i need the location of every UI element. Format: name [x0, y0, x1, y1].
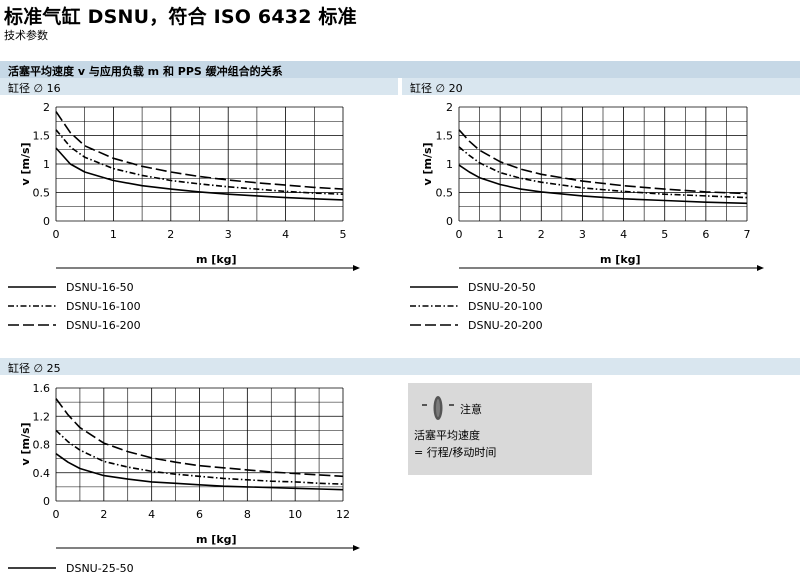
- chart1-legend-label-2: DSNU-20-100: [468, 300, 543, 313]
- info-eye-icon: [422, 396, 454, 420]
- chart2-series-line-1: [55, 453, 344, 491]
- chart2-series-line-3: [55, 398, 344, 478]
- chart0-legend-label-3: DSNU-16-200: [66, 319, 141, 332]
- chart0-y-tick-label: 0.5: [33, 187, 51, 200]
- chart2-x-axis-arrowhead: [353, 545, 360, 551]
- chart1-x-tick-label: 3: [579, 228, 586, 241]
- chart0-legend-label-2: DSNU-16-100: [66, 300, 141, 313]
- section-header: 活塞平均速度 v 与应用负载 m 和 PPS 缓冲组合的关系: [0, 60, 800, 78]
- chart1-legend-label-1: DSNU-20-50: [468, 281, 536, 294]
- chart2-y-axis-label: v [m/s]: [19, 422, 32, 465]
- chart2-x-tick-label: 0: [53, 508, 60, 521]
- bore-header-25: 缸径 ∅ 25: [0, 358, 800, 375]
- note-line-1: 活塞平均速度: [414, 429, 480, 442]
- chart0-y-tick-label: 1: [43, 158, 50, 171]
- bore-label-20: 缸径 ∅ 20: [410, 82, 463, 95]
- chart0-y-tick-label: 0: [43, 215, 50, 228]
- chart0-x-tick-label: 5: [340, 228, 347, 241]
- bore-label-16: 缸径 ∅ 16: [8, 82, 61, 95]
- chart2-y-tick-label: 0.8: [33, 439, 51, 452]
- chart0-legend-label-1: DSNU-16-50: [66, 281, 134, 294]
- chart1-y-axis-label: v [m/s]: [421, 142, 434, 185]
- chart1-x-tick-label: 7: [744, 228, 751, 241]
- chart1-series-line-1: [458, 164, 748, 205]
- chart2-x-tick-label: 4: [148, 508, 155, 521]
- chart0-x-tick-label: 3: [225, 228, 232, 241]
- bore-header-20: 缸径 ∅ 20: [402, 78, 800, 95]
- chart1-x-tick-label: 6: [702, 228, 709, 241]
- chart1-y-tick-label: 1: [446, 158, 453, 171]
- chart2-x-axis-label: m [kg]: [196, 533, 237, 546]
- page-title: 标准气缸 DSNU，符合 ISO 6432 标准: [4, 6, 357, 28]
- chart2-y-tick-label: 1.6: [33, 382, 51, 395]
- chart1-x-axis-label: m [kg]: [600, 253, 641, 266]
- chart2-legend-label-1: DSNU-25-50: [66, 562, 134, 575]
- page-subtitle: 技术参数: [4, 29, 48, 42]
- chart0-series-line-1: [55, 147, 344, 201]
- chart2-x-tick-label: 2: [100, 508, 107, 521]
- note-heading: 注意: [460, 403, 482, 416]
- chart-dsnu-20: 0 1 2 3 4 5 6 7 0 0.5 1 1.5 2 m [kg] v [m/s] DSNU-20-50…: [410, 101, 764, 332]
- section-title: 活塞平均速度 v 与应用负载 m 和 PPS 缓冲组合的关系: [8, 65, 283, 78]
- chart2-x-tick-label: 10: [288, 508, 302, 521]
- chart2-series-line-2: [55, 429, 344, 485]
- chart-dsnu-16: 0 1 2 3 4 5 0 0.5 1 1.5 2 m [kg] v [m/s] DSNU-16-50 DS…: [8, 101, 360, 332]
- chart0-x-axis-arrowhead: [353, 265, 360, 271]
- note-box: 注意 活塞平均速度 = 行程/移动时间: [408, 383, 592, 475]
- chart2-x-tick-label: 12: [336, 508, 350, 521]
- chart1-series-line-2: [458, 146, 748, 199]
- chart0-x-tick-label: 0: [53, 228, 60, 241]
- chart2-x-tick-label: 6: [196, 508, 203, 521]
- note-line-2: = 行程/移动时间: [414, 446, 497, 459]
- chart0-series-line-3: [55, 111, 344, 190]
- chart2-y-tick-label: 0: [43, 495, 50, 508]
- chart0-x-tick-label: 2: [167, 228, 174, 241]
- chart-dsnu-25: 0 2 4 6 8 10 12 0 0.4 0.8 1.2 1.6 m [kg] v [m/s] DSNU-…: [8, 382, 360, 575]
- chart1-x-tick-label: 0: [456, 228, 463, 241]
- chart1-x-axis-arrowhead: [757, 265, 764, 271]
- chart1-x-tick-label: 1: [497, 228, 504, 241]
- chart0-y-tick-label: 2: [43, 101, 50, 114]
- chart1-y-tick-label: 1.5: [436, 130, 454, 143]
- chart1-x-tick-label: 2: [538, 228, 545, 241]
- chart1-series-line-3: [458, 129, 748, 195]
- chart0-y-axis-label: v [m/s]: [19, 142, 32, 185]
- chart1-legend-label-3: DSNU-20-200: [468, 319, 543, 332]
- chart1-y-tick-label: 2: [446, 101, 453, 114]
- chart2-x-tick-label: 8: [244, 508, 251, 521]
- chart0-x-tick-label: 4: [282, 228, 289, 241]
- chart0-y-tick-label: 1.5: [33, 130, 51, 143]
- chart1-y-tick-label: 0.5: [436, 187, 454, 200]
- chart0-x-axis-label: m [kg]: [196, 253, 237, 266]
- bore-label-25: 缸径 ∅ 25: [8, 362, 61, 375]
- chart1-x-tick-label: 5: [661, 228, 668, 241]
- chart1-y-tick-label: 0: [446, 215, 453, 228]
- bore-header-16: 缸径 ∅ 16: [0, 78, 398, 95]
- chart2-y-tick-label: 1.2: [33, 410, 51, 423]
- chart1-x-tick-label: 4: [620, 228, 627, 241]
- chart0-x-tick-label: 1: [110, 228, 117, 241]
- chart2-y-tick-label: 0.4: [33, 467, 51, 480]
